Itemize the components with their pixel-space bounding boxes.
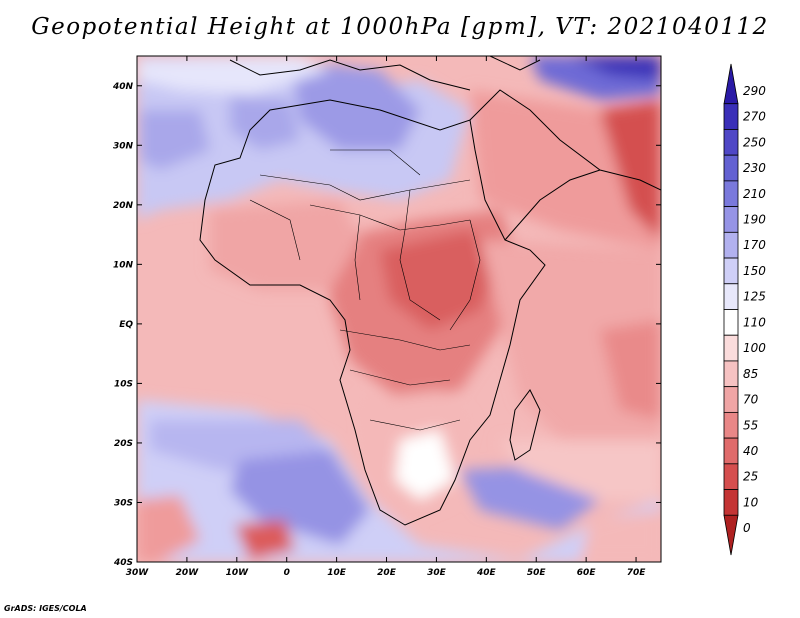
colorbar-swatch bbox=[723, 231, 739, 259]
lon-tick-label: 20E bbox=[377, 568, 397, 578]
lon-tick-label: 70E bbox=[627, 568, 647, 578]
colorbar-label: 100 bbox=[743, 341, 766, 355]
colorbar-swatch bbox=[723, 180, 739, 208]
colorbar-label: 0 bbox=[743, 521, 751, 535]
colorbar-label: 210 bbox=[743, 187, 766, 201]
lon-tick-label: 30W bbox=[126, 568, 150, 578]
colorbar-label: 230 bbox=[743, 161, 766, 175]
colorbar-label: 110 bbox=[743, 315, 766, 329]
lat-tick-label: 10N bbox=[113, 260, 134, 270]
colorbar-label: 190 bbox=[743, 212, 766, 226]
lat-tick-label: 40N bbox=[112, 82, 134, 92]
coastlines bbox=[199, 56, 661, 526]
lon-tick-label: 20W bbox=[176, 568, 200, 578]
lat-tick-label: 20N bbox=[113, 201, 134, 211]
lat-tick-label: 10S bbox=[114, 379, 133, 389]
colorbar-label: 70 bbox=[743, 393, 759, 407]
colorbar-label: 270 bbox=[743, 110, 766, 124]
colorbar-swatch bbox=[723, 489, 739, 516]
lat-tick-label: 30S bbox=[114, 498, 133, 508]
colorbar-swatch bbox=[723, 437, 739, 465]
colorbar-label: 55 bbox=[743, 418, 758, 432]
colorbar-swatch bbox=[723, 206, 739, 233]
colorbar-label: 170 bbox=[743, 238, 766, 252]
map-title: Geopotential Height at 1000hPa [gpm], VT… bbox=[31, 14, 769, 40]
colorbar-swatch bbox=[723, 334, 739, 362]
colorbar-label: 250 bbox=[743, 135, 766, 149]
colorbar-swatch bbox=[723, 257, 739, 285]
colorbar-label: 40 bbox=[743, 444, 759, 458]
colorbar-swatch bbox=[723, 411, 739, 439]
colorbar-label: 125 bbox=[743, 290, 766, 304]
lon-tick-label: 60E bbox=[577, 568, 597, 578]
lon-tick-label: 10E bbox=[327, 568, 347, 578]
country-borders bbox=[249, 149, 481, 431]
colorbar-swatch bbox=[723, 103, 739, 130]
lon-tick-label: 0 bbox=[284, 568, 290, 578]
lon-tick-label: 10W bbox=[226, 568, 250, 578]
colorbar-bottom-arrow bbox=[723, 514, 739, 556]
colorbar-swatch bbox=[723, 154, 739, 182]
lat-tick-label: EQ bbox=[119, 320, 133, 330]
colorbar: 2902702502302101901701501251101008570554… bbox=[723, 63, 766, 556]
colorbar-swatch bbox=[723, 386, 739, 413]
colorbar-swatch bbox=[723, 463, 739, 490]
colorbar-top-arrow bbox=[723, 63, 739, 105]
credit-label: GrADS: IGES/COLA bbox=[4, 604, 87, 613]
colorbar-label: 10 bbox=[743, 495, 759, 509]
colorbar-label: 290 bbox=[743, 84, 766, 98]
lon-tick-label: 30E bbox=[427, 568, 447, 578]
colorbar-swatch bbox=[723, 360, 739, 388]
lat-tick-label: 30N bbox=[113, 141, 134, 151]
lon-tick-label: 50E bbox=[527, 568, 547, 578]
colorbar-label: 25 bbox=[743, 470, 758, 484]
colorbar-swatch bbox=[723, 283, 739, 310]
colorbar-label: 150 bbox=[743, 264, 766, 278]
colorbar-swatch bbox=[723, 129, 739, 156]
colorbar-swatch bbox=[723, 309, 739, 336]
plot-frame bbox=[136, 55, 662, 563]
lon-tick-label: 40E bbox=[476, 568, 497, 578]
height-field bbox=[137, 56, 661, 562]
lat-tick-label: 20S bbox=[114, 439, 133, 449]
colorbar-label: 85 bbox=[743, 367, 758, 381]
lat-tick-label: 40S bbox=[113, 558, 133, 568]
